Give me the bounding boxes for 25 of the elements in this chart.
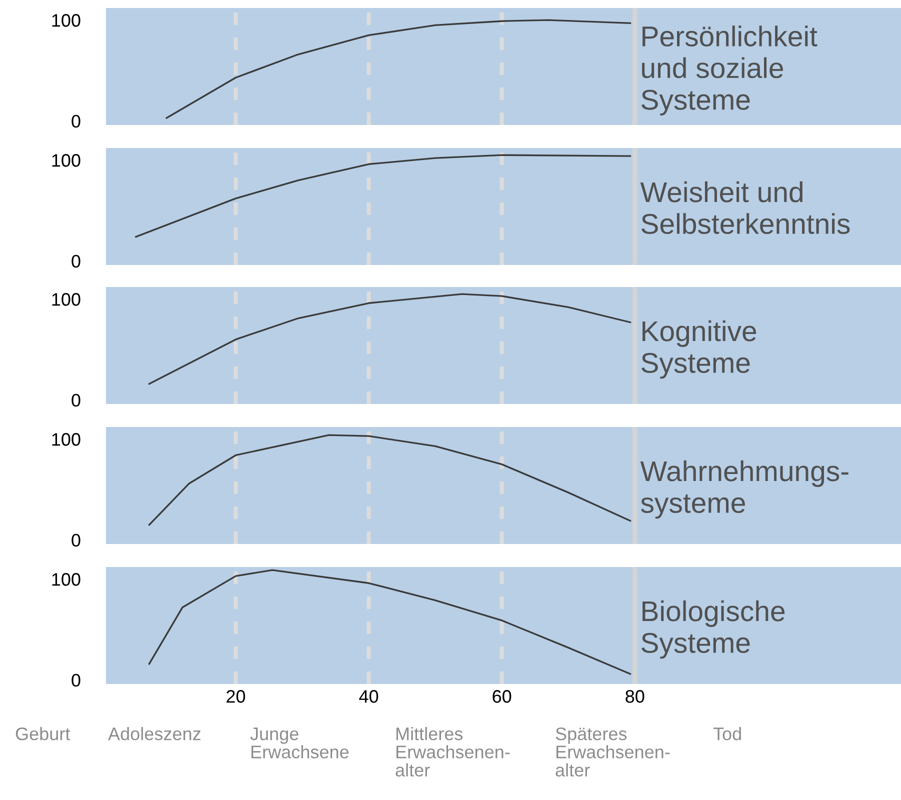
y-tick-label: 0 <box>72 254 80 268</box>
text: Persönlichkeit und soziale Systeme <box>642 26 818 116</box>
text: Wahrnehmungs- systeme <box>640 460 848 519</box>
y-tick-label: 100 <box>52 14 80 27</box>
text: Geburt <box>16 727 70 740</box>
y-tick-label: 100 <box>52 433 80 446</box>
text: Biologische Systeme <box>642 600 785 659</box>
text: Mittleres Erwachsenen- alter <box>396 727 510 777</box>
text: Tod <box>713 727 741 740</box>
text: Junge Erwachsene <box>250 728 349 758</box>
x-tick-label: 80 <box>626 690 644 703</box>
y-tick-label: 100 <box>52 293 80 306</box>
text: Kognitive Systeme <box>642 320 756 379</box>
y-tick-label: 100 <box>52 573 80 586</box>
y-tick-label: 0 <box>72 534 80 547</box>
text: Adoleszenz <box>108 727 200 740</box>
text: Späteres Erwachsenen- alter <box>556 727 670 777</box>
y-tick-label: 100 <box>52 154 80 167</box>
x-tick-label: 40 <box>359 690 378 703</box>
y-tick-label: 0 <box>72 394 80 407</box>
x-tick-label: 20 <box>226 690 246 703</box>
y-tick-label: 0 <box>72 674 80 687</box>
x-tick-label: 60 <box>492 690 512 703</box>
y-tick-label: 0 <box>72 114 80 128</box>
text: Weisheit und Selbsterkenntnis <box>640 181 850 234</box>
